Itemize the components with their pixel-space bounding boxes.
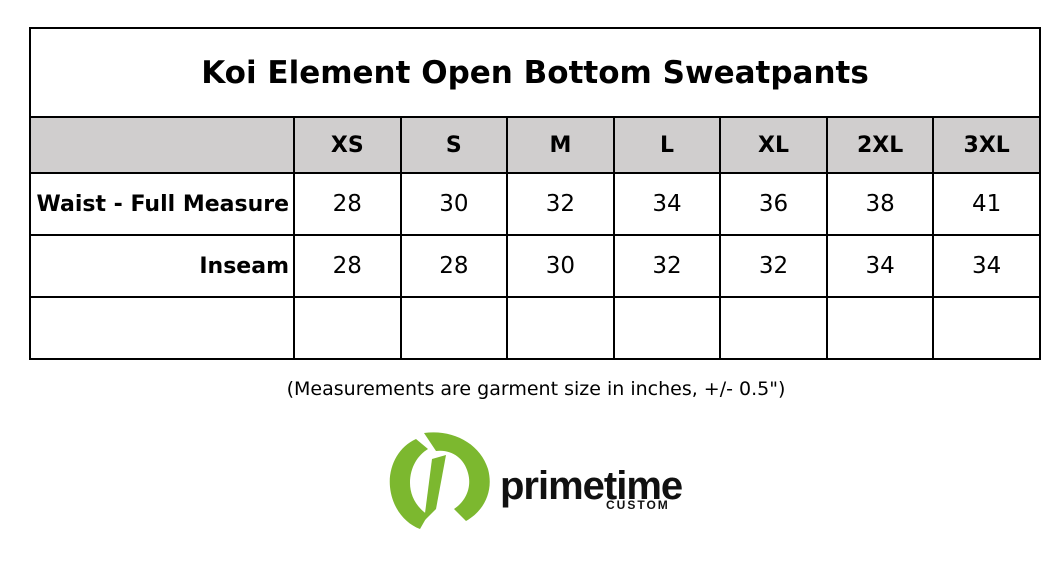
title-row: Koi Element Open Bottom Sweatpants [29,27,1041,118]
logo-name: primetime [500,464,682,508]
logo-tagline: CUSTOM [606,498,670,512]
measure-row: Inseam 28 28 30 32 32 34 34 [29,234,1041,298]
measure-cell: 28 [293,234,402,298]
blank-cell [506,296,615,360]
measure-cell: 32 [506,172,615,236]
measure-cell: 34 [612,172,722,236]
footnote: (Measurements are garment size in inches… [286,378,786,400]
size-header: L [612,116,722,174]
size-header: XL [719,116,828,174]
measure-cell: 36 [719,172,828,236]
measure-cell: 34 [932,234,1041,298]
measure-cell: 38 [825,172,935,236]
measure-row: Waist - Full Measure 28 30 32 34 36 38 41 [29,172,1041,236]
corner-cell [29,116,295,174]
measure-cell: 32 [612,234,722,298]
measure-cell: 30 [506,234,615,298]
measure-cell: 32 [719,234,828,298]
measure-cell: 30 [399,172,509,236]
measure-cell: 41 [932,172,1041,236]
blank-cell [825,296,935,360]
blank-cell [399,296,509,360]
size-header: M [506,116,615,174]
measure-cell: 28 [293,172,402,236]
logo-mark [424,432,490,521]
size-header: S [399,116,509,174]
logo-mark [389,439,428,529]
size-header: 3XL [932,116,1041,174]
blank-cell [29,296,295,360]
logo: primetime CUSTOM [389,432,683,529]
size-header: 2XL [825,116,935,174]
size-chart-body: Koi Element Open Bottom Sweatpants XS S M L… [29,27,1041,360]
header-row: XS S M L XL 2XL 3XL [29,116,1041,174]
chart-title: Koi Element Open Bottom Sweatpants [29,27,1041,118]
logo-mark [424,455,446,521]
size-chart: Koi Element Open Bottom Sweatpants XS S M L… [29,27,1041,360]
row-label: Inseam [29,234,295,298]
blank-cell [719,296,828,360]
measure-cell: 34 [825,234,935,298]
blank-row [29,296,1041,360]
blank-cell [612,296,722,360]
blank-cell [932,296,1041,360]
blank-cell [293,296,402,360]
row-label: Waist - Full Measure [29,172,295,236]
measure-cell: 28 [399,234,509,298]
size-header: XS [293,116,402,174]
